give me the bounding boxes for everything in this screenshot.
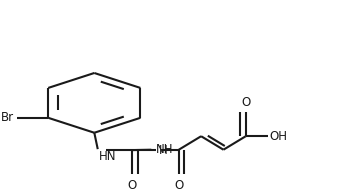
Text: H: H	[159, 144, 167, 157]
Text: O: O	[174, 179, 183, 192]
Text: OH: OH	[270, 130, 288, 143]
Text: O: O	[128, 179, 137, 192]
Text: HN: HN	[98, 150, 116, 163]
Text: O: O	[241, 96, 250, 109]
Text: NH: NH	[155, 143, 173, 156]
Text: Br: Br	[1, 111, 14, 124]
